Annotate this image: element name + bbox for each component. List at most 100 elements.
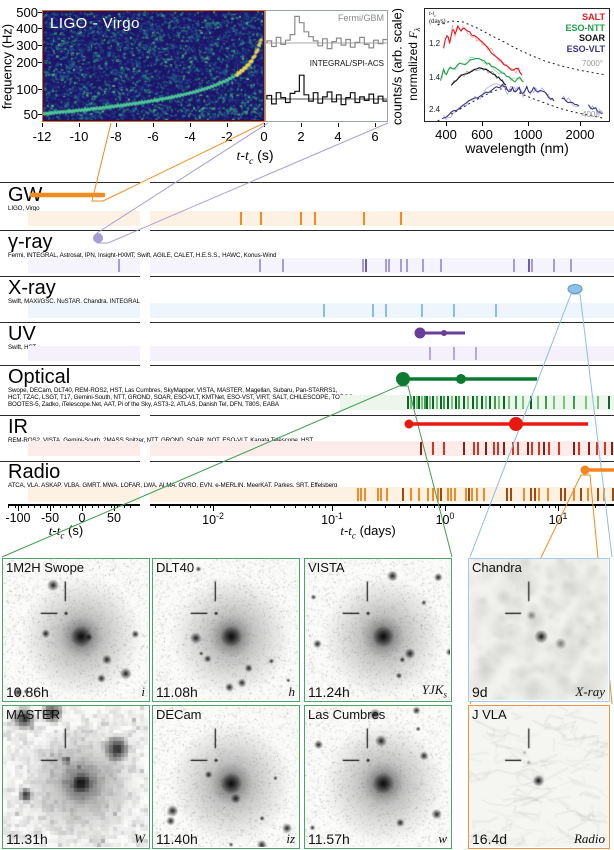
axis-minor-tick [433,505,435,508]
event-tick-optical [476,396,478,409]
cutout-name: VISTA [308,560,345,575]
event-tick-radio [410,488,412,501]
cutout-epoch: 11.08h [156,684,198,700]
band-bg-radio [150,487,614,502]
axis-minor-tick [91,505,93,508]
time-axis-line [150,504,614,506]
cutout-image [153,559,298,700]
event-tick-ir [497,442,499,455]
event-tick-radio [587,488,589,501]
event-tick-gamma [365,259,367,272]
event-tick-ir [463,442,465,455]
cutout-epoch: 11.24h [308,684,350,700]
band-bg-radio [28,487,140,502]
event-tick-radio [476,488,478,501]
axis-minor-tick [399,505,401,508]
axis-minor-tick [110,505,112,508]
spectrum-ESO-VLT [443,83,555,119]
event-tick-ir [558,442,560,455]
cutout-image [3,559,148,700]
event-tick-gamma [406,259,408,272]
cutout-epoch: 16.4d [472,831,508,847]
cutout-panel-dlt40: DLT40 11.08h h [152,558,300,702]
freq-tick-mark [38,89,42,90]
event-tick-optical [426,396,428,409]
axis-major-tick [114,505,115,511]
event-tick-gw [314,212,316,225]
spectrum-SOAR [450,67,507,86]
axis-minor-tick [548,505,550,508]
row-divider [150,276,614,277]
event-tick-ir [596,442,598,455]
spectrogram-panel: LIGO - Virgo [42,10,265,122]
event-tick-optical [545,396,547,409]
event-tick-radio [483,488,485,501]
event-tick-optical [472,396,474,409]
event-tick-optical [530,396,532,409]
event-tick-ir [432,442,434,455]
band-bg-xray [150,303,614,318]
axis-minor-tick [304,505,306,508]
band-telescopes-uv: Swift, HST [8,344,37,351]
band-bg-gamma [28,258,140,273]
cutout-panel-decam: DECam 11.40h iz [152,705,300,849]
event-tick-optical [451,396,453,409]
time-tick-mark [79,123,80,127]
event-tick-radio [564,488,566,501]
cutout-filter: Radio [573,831,605,846]
grb-lightcurve-panel: Fermi/GBM INTEGRAL/SPI-ACS [265,10,388,122]
wavelength-tick-label: 1000 [513,127,543,142]
event-tick-uv [453,347,455,360]
event-tick-optical [553,396,555,409]
event-tick-radio [402,488,404,501]
event-tick-radio [380,488,382,501]
event-tick-radio [360,488,362,501]
axis-major-tick [18,505,19,511]
event-tick-optical [413,396,415,409]
event-tick-optical [421,396,423,409]
band-telescopes-optical: Swope, DECam, DLT40, REM-ROS2, HST, Las … [8,387,338,394]
spectrum-ESO-VLT [588,104,603,115]
axis-minor-tick [419,505,421,508]
spectrum-ESO-VLT [561,97,580,107]
integral-label: INTEGRAL/SPI-ACS [309,59,384,68]
legend-entry-SOAR: SOAR [578,33,605,43]
event-tick-radio [603,488,605,501]
row-divider [0,322,140,323]
event-tick-optical [429,396,431,409]
event-tick-optical [463,396,465,409]
cutout-name: DLT40 [156,560,195,575]
event-tick-gamma [528,259,530,272]
axis-tick-label: 50 [107,511,121,525]
axis-minor-tick [117,505,119,508]
event-tick-radio [573,488,575,501]
axis-major-tick [558,505,559,511]
band-bg-gw [150,211,614,226]
axis-tick-label: 101 [548,511,568,528]
event-tick-radio [534,488,536,501]
event-tick-radio [465,488,467,501]
cutout-name: Chandra [472,560,522,575]
wavelength-tick-mark [580,122,581,126]
spectra-plot [437,20,607,121]
cutout-name: Las Cumbres [308,707,386,722]
event-tick-optical [443,396,445,409]
event-tick-xray [495,304,497,317]
event-tick-ir [588,442,590,455]
event-tick-gw [240,212,242,225]
axis-caption-seconds: t-tc (s) [48,523,84,541]
row-divider [150,322,614,323]
cutout-filter: w [438,831,447,846]
spectrum-ESO-NTT [439,57,524,83]
axis-minor-tick [14,505,16,508]
event-tick-radio [450,488,452,501]
event-tick-optical [440,396,442,409]
event-tick-gamma [531,259,533,272]
wavelength-tick-mark [528,122,529,126]
axis-minor-tick [525,505,527,508]
legend-entry-ESO-VLT: ESO-VLT [566,43,605,54]
event-tick-xray [453,304,455,317]
row-divider [150,415,614,416]
legend-entry-ESO-NTT: ESO-NTT [565,22,606,33]
event-tick-xray [372,304,374,317]
